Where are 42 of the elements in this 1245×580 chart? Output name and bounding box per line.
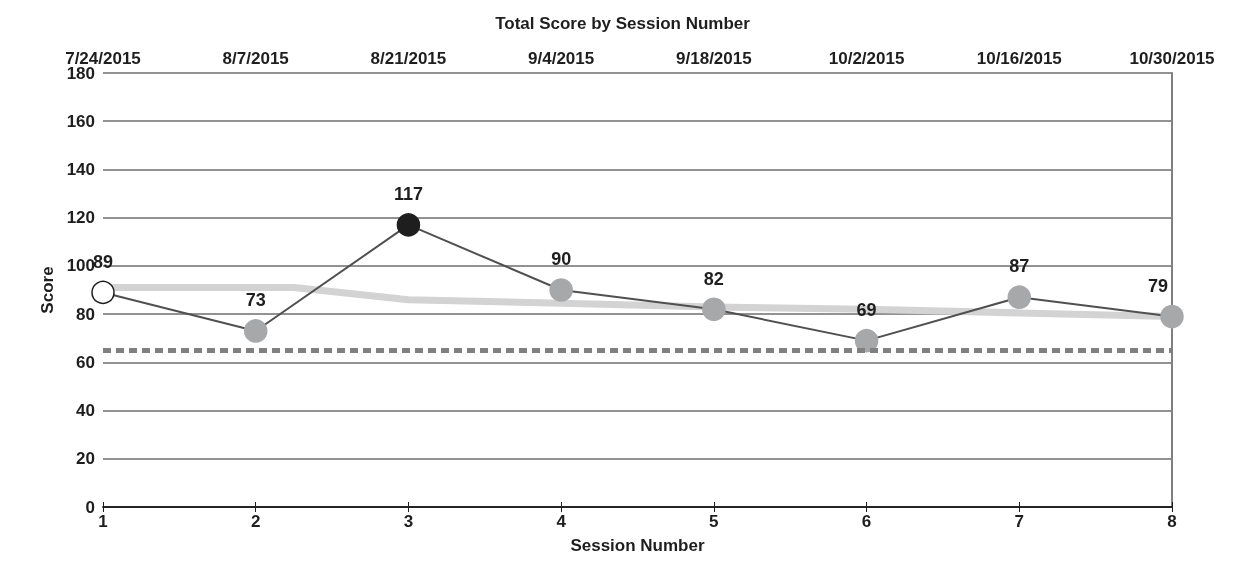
data-label: 87 [1009,256,1030,277]
y-tick-label: 0 [85,497,95,517]
chart-title: Total Score by Session Number [495,14,751,33]
y-tick-label: 60 [76,352,95,372]
data-label: 90 [551,249,572,270]
y-tick-label: 160 [66,111,95,131]
x-tick-label: 8 [1167,512,1177,531]
x2-tick-label: 8/7/2015 [222,49,289,68]
y-tick-label: 40 [76,401,95,421]
data-label: 69 [856,299,877,320]
x2-tick-label: 10/16/2015 [976,49,1062,68]
y-axis-title: Score [37,266,57,314]
point [1160,304,1184,329]
data-label: 73 [245,290,266,311]
x-tick-label: 6 [861,512,872,531]
x2-tick-label: 10/2/2015 [828,49,905,68]
point [91,280,115,305]
x-tick-label: 2 [250,512,261,531]
point [1007,285,1032,309]
x-tick-label: 7 [1014,512,1025,531]
data-label: 79 [1147,275,1169,296]
y-tick-label: 100 [66,256,95,276]
x-axis-title: Session Number [570,536,705,555]
x2-tick-label: 9/4/2015 [528,49,595,68]
x-tick-label: 4 [556,512,567,531]
point [396,213,421,237]
point [243,319,268,343]
point [702,297,726,322]
point [854,328,879,353]
data-label: 117 [393,184,423,205]
data-label: 82 [703,268,724,289]
x2-tick-label: 10/30/2015 [1129,49,1215,68]
x-tick-label: 3 [403,512,414,531]
x2-tick-label: 9/18/2015 [676,49,752,68]
y-tick-label: 120 [66,208,95,228]
y-tick-label: 140 [66,159,95,179]
point [549,278,573,302]
x-tick-label: 1 [98,512,108,531]
y-tick-label: 80 [76,304,95,324]
x-tick-label: 5 [709,512,719,531]
y-tick-label: 20 [76,449,95,469]
x2-tick-label: 8/21/2015 [370,49,447,68]
